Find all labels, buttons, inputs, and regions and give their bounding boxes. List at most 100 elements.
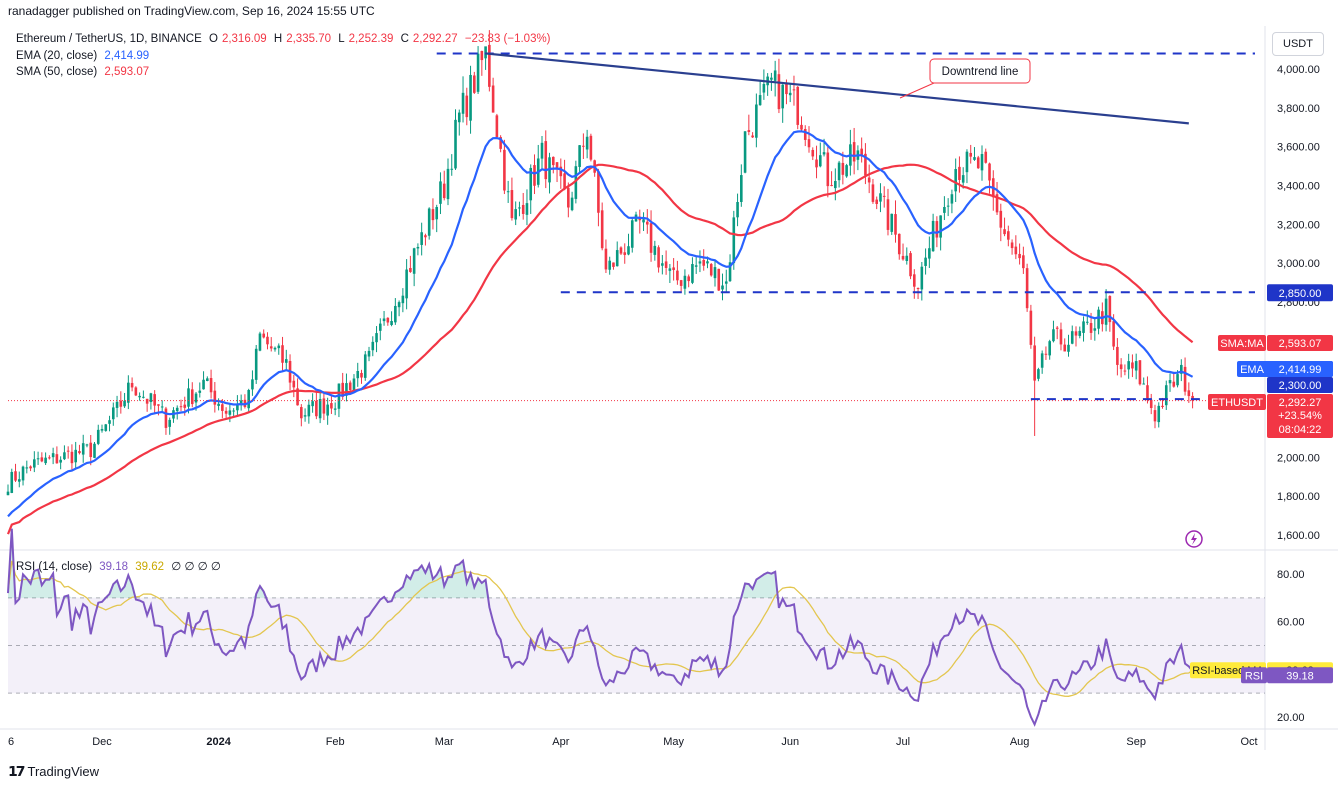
- candle-body: [1003, 229, 1006, 235]
- candle: [709, 262, 713, 277]
- candle-body: [228, 410, 232, 415]
- candle: [1037, 367, 1040, 382]
- candle-body: [653, 245, 657, 255]
- candle-body: [818, 155, 822, 167]
- candle: [1183, 357, 1187, 396]
- candle: [1048, 339, 1051, 360]
- candle-body: [360, 372, 363, 378]
- candle: [988, 162, 991, 194]
- candle-body: [371, 341, 375, 351]
- badge-ema-value-bg: [1267, 361, 1333, 377]
- candle-body: [405, 269, 408, 299]
- candle: [969, 144, 973, 164]
- candle-body: [187, 388, 190, 407]
- candle: [232, 408, 235, 418]
- rsi-overbought-fill: [8, 528, 1193, 598]
- legend-symbol: Ethereum / TetherUS, 1D, BINANCE: [16, 33, 202, 45]
- candle: [85, 443, 89, 448]
- candle-body: [473, 75, 476, 93]
- candle: [521, 192, 525, 220]
- candle: [356, 362, 360, 387]
- candle: [818, 142, 822, 168]
- candle-body: [198, 390, 202, 393]
- candle: [104, 423, 108, 432]
- candle-body: [1183, 366, 1187, 392]
- candle-body: [307, 404, 311, 417]
- candle-body: [142, 396, 145, 398]
- badge-price-block-bg: [1267, 394, 1333, 438]
- candle: [228, 403, 232, 423]
- legend-row-rsi: RSI (14, close) 39.18 39.62 ∅ ∅ ∅ ∅: [16, 559, 225, 573]
- candle-body: [318, 398, 322, 419]
- candle: [36, 451, 40, 465]
- candle: [190, 382, 194, 408]
- candle: [559, 158, 563, 189]
- candle-body: [796, 86, 800, 125]
- candle-body: [450, 168, 454, 170]
- candles: [6, 30, 1194, 496]
- candle: [258, 331, 262, 352]
- legend-rsi-extra: ∅ ∅ ∅ ∅: [171, 561, 221, 573]
- candle: [269, 337, 273, 352]
- candle: [721, 273, 724, 301]
- candle-body: [995, 194, 999, 213]
- candle-body: [815, 159, 818, 168]
- candle-body: [630, 220, 634, 248]
- candle-body: [194, 393, 198, 403]
- candle: [1025, 263, 1029, 312]
- candle-body: [51, 453, 55, 458]
- candle: [736, 193, 739, 227]
- footer-brand[interactable]: 𝟭𝟳 TradingView: [8, 763, 99, 780]
- candle-body: [277, 345, 281, 349]
- time-tick-label: Dec: [92, 736, 112, 748]
- candle-body: [559, 166, 563, 177]
- candle: [416, 243, 420, 256]
- candle: [551, 156, 555, 174]
- candle-body: [386, 317, 390, 323]
- candle-body: [604, 248, 608, 270]
- candle-body: [506, 191, 510, 193]
- candle-body: [333, 408, 337, 410]
- candle-body: [1134, 361, 1138, 371]
- candle: [879, 183, 882, 213]
- candle: [473, 71, 476, 94]
- candle: [307, 399, 311, 424]
- candle-body: [717, 268, 721, 291]
- candle: [1052, 320, 1055, 343]
- time-tick-label: Sep: [1126, 736, 1146, 748]
- candle-body: [807, 139, 811, 148]
- candle-body: [175, 407, 179, 412]
- legend-open: 2,316.09: [221, 33, 267, 45]
- candle-body: [269, 346, 273, 349]
- candle-body: [93, 443, 96, 458]
- candle: [743, 131, 747, 174]
- badge-price-block: [1267, 394, 1333, 438]
- candle-body: [1149, 399, 1153, 408]
- candle-body: [841, 162, 845, 175]
- candle-body: [755, 104, 758, 138]
- candle: [130, 377, 134, 392]
- candle: [897, 233, 901, 260]
- candle-body: [457, 112, 461, 123]
- candle: [401, 288, 405, 313]
- badge-level-2850-text: 2,850.00: [1279, 288, 1322, 300]
- candle-body: [597, 171, 600, 213]
- candle-body: [1180, 364, 1183, 374]
- candle: [93, 442, 96, 459]
- candle: [495, 113, 499, 139]
- candle-body: [315, 400, 318, 417]
- candle: [111, 402, 115, 426]
- candle: [792, 75, 796, 106]
- candle-body: [416, 246, 420, 249]
- badge-rsi-label: RSI: [1241, 667, 1267, 684]
- annotation-text: Downtrend line: [942, 66, 1019, 78]
- annotation-pointer: [899, 82, 935, 99]
- currency-selector[interactable]: USDT: [1272, 32, 1324, 56]
- candle-body: [691, 264, 694, 283]
- badge-price-label-bg: [1208, 394, 1266, 410]
- candle: [134, 386, 138, 397]
- candle: [604, 239, 608, 273]
- candle: [627, 233, 630, 256]
- candle: [649, 210, 653, 262]
